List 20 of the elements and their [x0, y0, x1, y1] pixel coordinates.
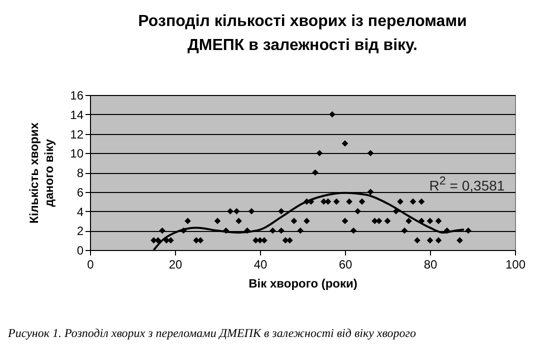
y-tick-label: 0 — [76, 244, 84, 258]
x-tick-label: 80 — [424, 258, 438, 272]
x-tick-label: 40 — [254, 258, 268, 272]
y-tick-label: 4 — [76, 204, 84, 219]
y-tick-label: 10 — [70, 146, 84, 161]
y-tick-label: 8 — [76, 166, 84, 180]
text: Рисунок 1. Розподіл хворих з переломами ДМЕПК в залежності від віку хворого — [8, 326, 416, 341]
x-tick-label: 0 — [87, 258, 94, 272]
x-tick-label: 20 — [168, 258, 182, 272]
x-axis-title: Вік хворого (роки) — [248, 276, 358, 290]
y-tick-label: 6 — [76, 185, 84, 200]
x-tick-label: 60 — [338, 258, 352, 272]
y-axis-title: Кількість хворих даного віку — [27, 122, 56, 224]
y-tick-label: 16 — [70, 88, 84, 102]
chart-title: Розподіл кількості хворих із переломами ДМЕПК в залежності від віку. — [138, 13, 467, 54]
y-tick-label: 14 — [70, 108, 84, 122]
y-tick-label: 12 — [70, 127, 84, 142]
x-tick-label: 100 — [505, 258, 526, 272]
y-tick-label: 2 — [76, 224, 84, 238]
annotation: R$^{2}$ = 0,3581 — [429, 174, 505, 194]
